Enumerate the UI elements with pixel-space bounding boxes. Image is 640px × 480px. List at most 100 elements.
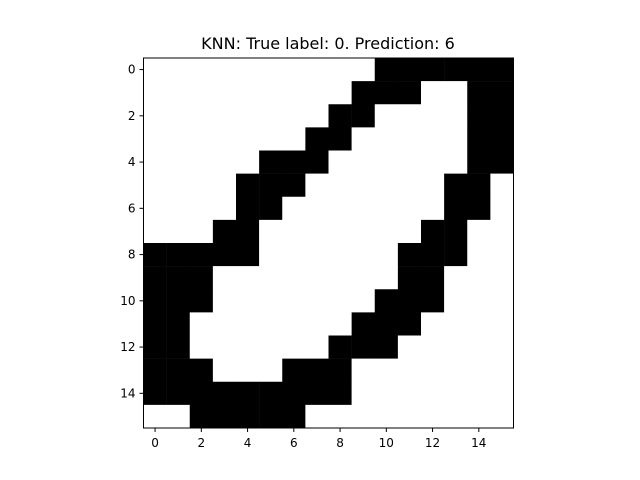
- heatmap-cell: [421, 243, 445, 267]
- heatmap-cell: [467, 312, 491, 336]
- heatmap-cell: [490, 289, 514, 313]
- heatmap-cell: [397, 289, 422, 313]
- heatmap-cell: [212, 196, 237, 221]
- heatmap-cell: [143, 335, 167, 359]
- heatmap-cell: [328, 381, 352, 406]
- heatmap-cell: [374, 266, 399, 290]
- heatmap-cell: [166, 81, 190, 105]
- y-tick-label: 2: [128, 109, 136, 123]
- heatmap-cell: [467, 358, 491, 382]
- heatmap-cell: [259, 266, 283, 290]
- heatmap-cell: [328, 266, 352, 290]
- heatmap-cell: [259, 404, 283, 429]
- heatmap-cell: [490, 104, 514, 128]
- heatmap-cell: [328, 81, 352, 105]
- y-tick-label: 12: [120, 340, 135, 354]
- heatmap-cell: [212, 289, 237, 313]
- heatmap-cell: [467, 196, 491, 221]
- heatmap-cell: [282, 58, 306, 82]
- heatmap-cell: [259, 289, 283, 313]
- heatmap-cell: [421, 219, 445, 244]
- heatmap-cell: [189, 196, 214, 221]
- heatmap-cell: [351, 104, 375, 128]
- heatmap-cell: [397, 104, 422, 128]
- heatmap-cell: [143, 58, 167, 82]
- heatmap-cell: [490, 312, 514, 336]
- heatmap-cell: [189, 58, 214, 82]
- heatmap-cell: [444, 150, 468, 174]
- x-tick-label: 0: [151, 436, 159, 450]
- heatmap-cell: [374, 150, 399, 174]
- y-tick-label: 4: [128, 155, 136, 169]
- heatmap-cell: [490, 150, 514, 174]
- heatmap-cell: [236, 58, 260, 82]
- heatmap-cell: [143, 219, 167, 244]
- heatmap-cell: [351, 196, 375, 221]
- heatmap-cell: [189, 219, 214, 244]
- heatmap-cell: [444, 266, 468, 290]
- heatmap-cell: [189, 173, 214, 197]
- heatmap-cell: [305, 243, 329, 267]
- heatmap-cell: [444, 196, 468, 221]
- heatmap-cell: [212, 104, 237, 128]
- heatmap-cell: [467, 266, 491, 290]
- heatmap-cell: [282, 289, 306, 313]
- heatmap-cell: [236, 81, 260, 105]
- chart-title: KNN: True label: 0. Prediction: 6: [201, 34, 455, 53]
- heatmap-cell: [328, 358, 352, 382]
- x-tick-label: 2: [197, 436, 205, 450]
- heatmap-cell: [397, 404, 422, 429]
- heatmap-cell: [236, 150, 260, 174]
- heatmap-cell: [305, 404, 329, 429]
- heatmap-cell: [212, 404, 237, 429]
- heatmap-cell: [351, 173, 375, 197]
- heatmap-cell: [374, 381, 399, 406]
- heatmap-cell: [397, 266, 422, 290]
- heatmap-cell: [305, 104, 329, 128]
- x-tick-label: 8: [336, 436, 344, 450]
- heatmap-cell: [189, 289, 214, 313]
- heatmap-cell: [397, 381, 422, 406]
- heatmap-cell: [374, 81, 399, 105]
- heatmap-cell: [143, 104, 167, 128]
- heatmap-cell: [282, 81, 306, 105]
- heatmap-cell: [444, 358, 468, 382]
- heatmap-cell: [305, 219, 329, 244]
- heatmap-cell: [305, 196, 329, 221]
- heatmap-cell: [236, 219, 260, 244]
- heatmap-cell: [490, 196, 514, 221]
- heatmap-cell: [259, 150, 283, 174]
- heatmap-cell: [490, 243, 514, 267]
- heatmap-cell: [166, 404, 190, 429]
- x-tick-label: 6: [290, 436, 298, 450]
- heatmap-cell: [259, 127, 283, 151]
- heatmap-cell: [421, 150, 445, 174]
- heatmap-cell: [328, 127, 352, 151]
- heatmap-cell: [236, 335, 260, 359]
- heatmap-cell: [467, 243, 491, 267]
- heatmap-cell: [490, 58, 514, 82]
- heatmap-cell: [166, 312, 190, 336]
- x-tick-label: 10: [379, 436, 394, 450]
- heatmap-cell: [143, 358, 167, 382]
- heatmap-cell: [467, 381, 491, 406]
- heatmap-cell: [305, 312, 329, 336]
- heatmap-cell: [444, 219, 468, 244]
- heatmap-cell: [166, 335, 190, 359]
- axes-frame: [143, 57, 514, 429]
- heatmap-cell: [328, 104, 352, 128]
- heatmap-cell: [467, 127, 491, 151]
- heatmap-cell: [467, 335, 491, 359]
- heatmap-cell: [490, 381, 514, 406]
- heatmap-cell: [444, 243, 468, 267]
- heatmap-cell: [282, 196, 306, 221]
- heatmap-cell: [259, 196, 283, 221]
- heatmap-cell: [259, 81, 283, 105]
- heatmap-cell: [351, 243, 375, 267]
- heatmap-cell: [212, 312, 237, 336]
- heatmap-cell: [328, 404, 352, 429]
- heatmap-cell: [421, 404, 445, 429]
- heatmap-cell: [490, 219, 514, 244]
- heatmap-cell: [305, 173, 329, 197]
- heatmap-cell: [421, 127, 445, 151]
